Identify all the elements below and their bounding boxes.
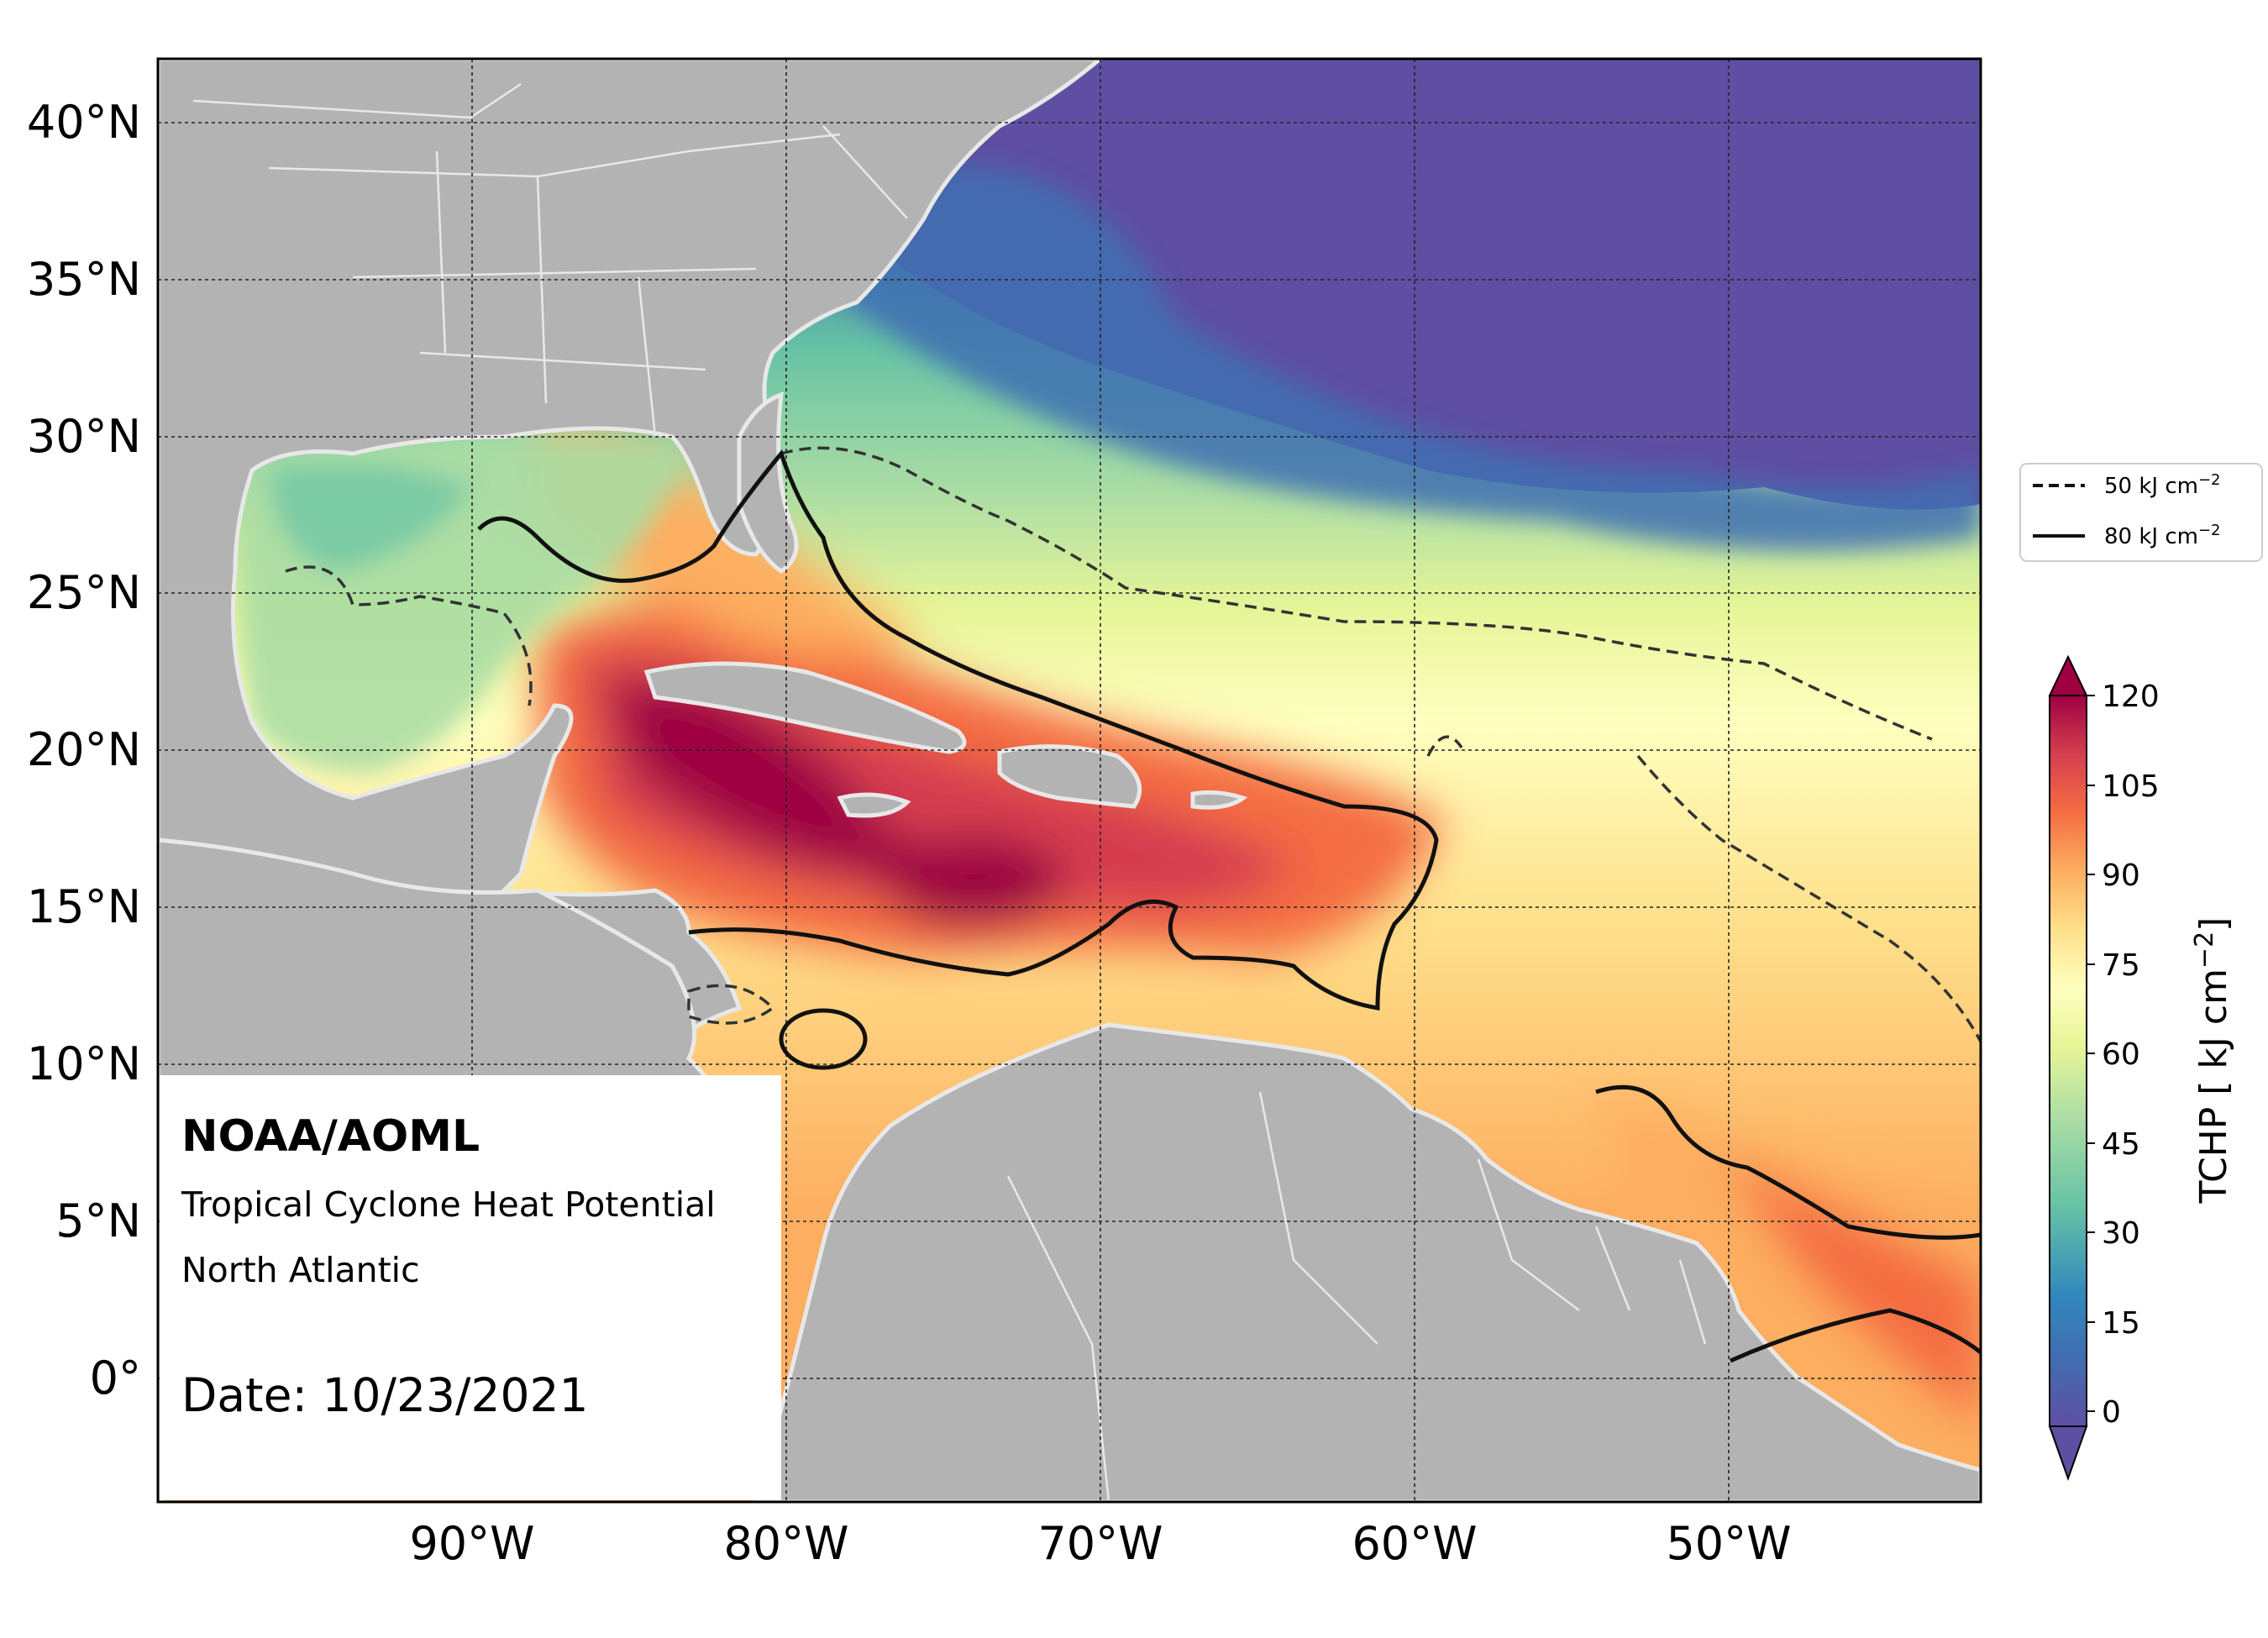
contour-50 — [285, 446, 1981, 1042]
legend-label-80: 80 kJ cm−2 — [2104, 522, 2221, 549]
lat-tick: 10°N — [27, 1037, 141, 1090]
colorbar-ticks — [2087, 695, 2095, 1412]
cold-water-region — [865, 59, 1981, 510]
map-frame — [156, 57, 1982, 1504]
lat-tick: 0° — [90, 1352, 141, 1404]
agency-label: NOAA/AOML — [181, 1111, 480, 1162]
colorbar-tick-label: 45 — [2102, 1127, 2140, 1162]
colorbar-tick-label: 105 — [2102, 769, 2160, 804]
product-label: Tropical Cyclone Heat Potential — [181, 1184, 716, 1225]
colorbar-bottom-extend — [2048, 1425, 2088, 1481]
latitude-axis: 40°N 35°N 30°N 25°N 20°N 15°N 10°N 5°N 0… — [27, 96, 141, 1404]
gulf-stream-band — [798, 165, 1981, 551]
colorbar-tick-label: 120 — [2102, 680, 2160, 714]
colorbar: 120 105 90 75 60 45 30 15 0 TCHP [ kJ cm… — [2048, 654, 2235, 1481]
political-borders — [192, 82, 1707, 1502]
colorbar-title: TCHP [ kJ cm−2] — [2190, 917, 2235, 1205]
lat-tick: 20°N — [27, 723, 141, 776]
longitude-axis: 90°W 80°W 70°W 60°W 50°W — [409, 1517, 1791, 1570]
colorbar-tick-label: 0 — [2102, 1395, 2121, 1430]
contour-80 — [477, 449, 1981, 1363]
region-label: North Atlantic — [181, 1250, 420, 1290]
lat-tick: 15°N — [27, 880, 141, 933]
lon-tick: 60°W — [1352, 1517, 1477, 1570]
info-box: NOAA/AOML Tropical Cyclone Heat Potentia… — [160, 1075, 781, 1500]
colorbar-tick-label: 30 — [2102, 1216, 2140, 1251]
lon-tick: 90°W — [409, 1517, 534, 1570]
colorbar-tick-label: 75 — [2102, 948, 2140, 983]
lat-tick: 5°N — [55, 1194, 141, 1247]
lat-tick: 25°N — [27, 566, 141, 619]
colorbar-tick-label: 60 — [2102, 1037, 2140, 1072]
lat-tick: 35°N — [27, 253, 141, 306]
lon-tick: 80°W — [723, 1517, 848, 1570]
date-label: Date: 10/23/2021 — [181, 1368, 588, 1422]
legend-label-50: 50 kJ cm−2 — [2104, 471, 2221, 499]
colorbar-top-extend — [2048, 654, 2088, 696]
lon-tick: 70°W — [1037, 1517, 1163, 1570]
lat-tick: 40°N — [27, 96, 141, 149]
contour-legend: 50 kJ cm−2 80 kJ cm−2 — [2019, 463, 2263, 562]
lon-tick: 50°W — [1666, 1517, 1791, 1570]
colorbar-tick-label: 15 — [2102, 1306, 2140, 1341]
colorbar-body — [2049, 695, 2087, 1427]
colorbar-tick-label: 90 — [2102, 858, 2140, 893]
gulf-loop — [269, 465, 470, 571]
lat-tick: 30°N — [27, 410, 141, 463]
